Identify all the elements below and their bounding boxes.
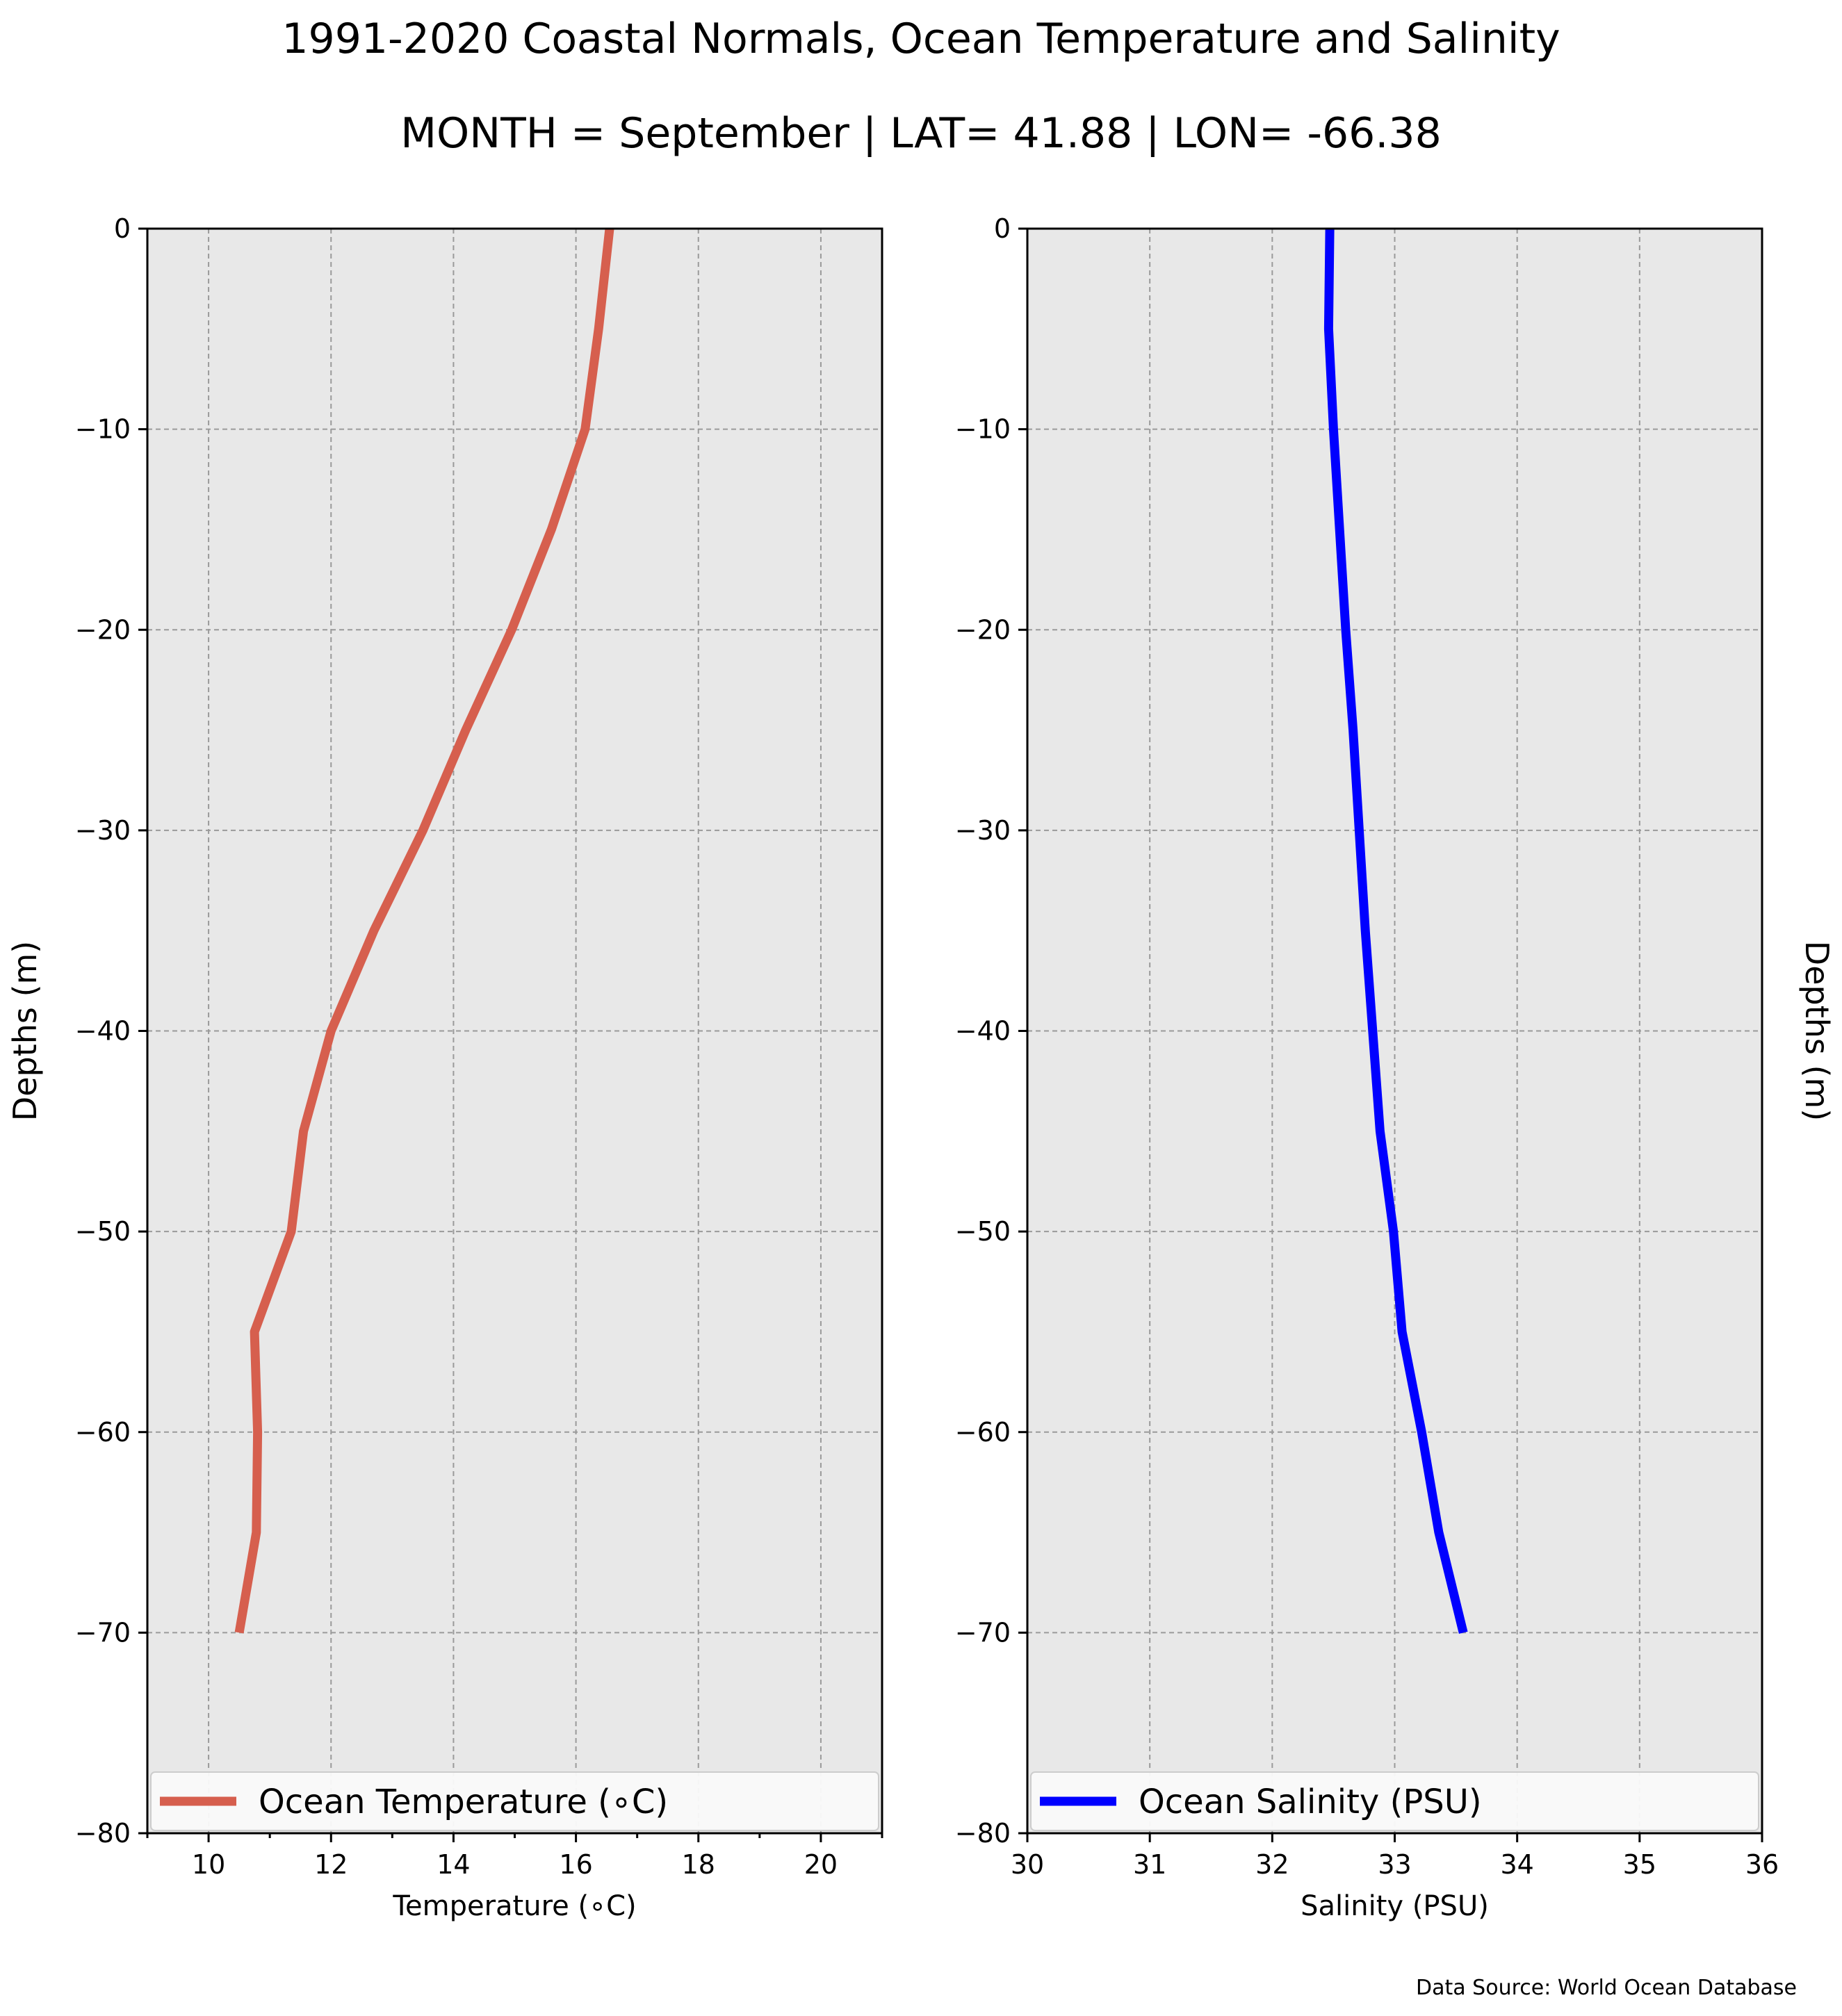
x-tick-label: 35 [1623,1849,1656,1880]
y-tick-label: 0 [994,213,1011,244]
y-tick-label: 0 [114,213,131,244]
x-tick-label: 33 [1378,1849,1411,1880]
legend: Ocean Temperature (∘C) [150,1771,879,1831]
x-tick-label: 31 [1133,1849,1166,1880]
y-tick-label: −60 [955,1417,1011,1448]
y-tick-label: −40 [955,1016,1011,1047]
x-tick-label: 34 [1500,1849,1533,1880]
y-tick-label: −40 [75,1016,131,1047]
legend-label: Ocean Temperature (∘C) [259,1783,668,1821]
figure-title: 1991-2020 Coastal Normals, Ocean Tempera… [282,15,1560,63]
legend-label: Ocean Salinity (PSU) [1139,1783,1482,1821]
y-tick-label: −80 [955,1818,1011,1849]
x-axis-label: Salinity (PSU) [1301,1890,1489,1922]
y-tick-label: −70 [75,1617,131,1648]
x-tick-label: 20 [804,1849,838,1880]
y-axis-label: Depths (m) [6,941,44,1121]
data-source-note: Data Source: World Ocean Database [1416,1976,1797,2000]
x-tick-label: 18 [682,1849,715,1880]
x-tick-label: 14 [437,1849,470,1880]
x-tick-label: 32 [1255,1849,1289,1880]
series-line-0 [1323,228,1468,1634]
x-tick-label: 10 [192,1849,225,1880]
x-axis-label: Temperature (∘C) [392,1890,636,1922]
y-tick-label: −50 [75,1216,131,1247]
y-tick-label: −10 [75,414,131,445]
legend-box [150,1771,879,1831]
x-tick-label: 30 [1011,1849,1044,1880]
y-axis-label: Depths (m) [1798,941,1836,1121]
y-tick-label: −60 [75,1417,131,1448]
legend: Ocean Salinity (PSU) [1030,1771,1759,1831]
x-tick-label: 16 [559,1849,592,1880]
temperature-panel: Ocean Temperature (∘C) 10 12 14 16 18 20 0 −10 −2… [6,213,883,1922]
series-line-0 [234,228,614,1634]
y-tick-label: −10 [955,414,1011,445]
y-tick-label: −80 [75,1818,131,1849]
y-tick-label: −30 [955,815,1011,846]
y-tick-label: −20 [75,614,131,645]
figure-subtitle: MONTH = September | LAT= 41.88 | LON= -6… [400,109,1442,158]
y-tick-label: −50 [955,1216,1011,1247]
salinity-panel: Ocean Salinity (PSU) 30 31 32 33 34 35 36 0 −10 −2… [955,213,1836,1922]
y-tick-label: −70 [955,1617,1011,1648]
x-tick-label: 12 [314,1849,348,1880]
y-tick-label: −30 [75,815,131,846]
legend-box [1030,1771,1759,1831]
x-tick-label: 36 [1745,1849,1779,1880]
y-tick-label: −20 [955,614,1011,645]
